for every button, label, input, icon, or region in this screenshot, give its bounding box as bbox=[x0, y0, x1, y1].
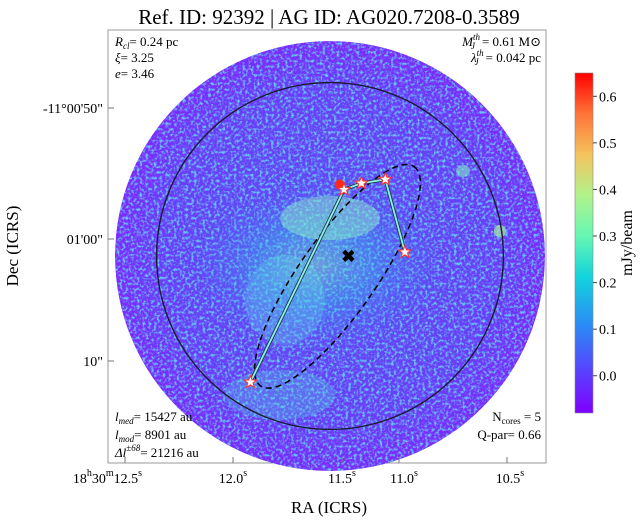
core-marker bbox=[377, 171, 393, 186]
annotation-bottom-left: lmed= 15427 au lmod= 8901 au Δl±68= 2121… bbox=[114, 409, 199, 460]
core-marker bbox=[397, 244, 413, 259]
analysis-circle bbox=[155, 81, 505, 431]
y-tick-marks bbox=[108, 107, 114, 362]
emission-map bbox=[115, 41, 545, 471]
annotation-lambda: λth J = 0.042 pc bbox=[470, 48, 541, 67]
centroid-marker: ✖ bbox=[341, 247, 355, 266]
x-tick-label: 18h30m12.5s bbox=[73, 468, 142, 487]
y-axis-label: Dec (ICRS) bbox=[3, 206, 22, 287]
x-tick-label: 11.5s bbox=[328, 468, 356, 487]
y-tick-label: 01'00" bbox=[67, 233, 103, 248]
colorbar-gradient bbox=[574, 72, 594, 414]
colorbar-ticks: 0.0 0.1 0.2 0.3 0.4 0.5 0.6 bbox=[593, 90, 617, 385]
colorbar-tick-label: 0.0 bbox=[599, 370, 617, 385]
x-tick-label: 10.5s bbox=[496, 468, 525, 487]
core-markers bbox=[242, 171, 413, 389]
mst-edge bbox=[384, 179, 406, 253]
annotation-bottom-right: Ncores = 5 Q-par= 0.66 bbox=[477, 409, 541, 442]
x-tick-label: 12.0s bbox=[219, 468, 248, 487]
x-axis-label: RA (ICRS) bbox=[291, 498, 367, 517]
annotation-lmed: lmed= 15427 au bbox=[115, 409, 193, 426]
colorbar-tick-label: 0.2 bbox=[599, 277, 617, 292]
mst-edge bbox=[249, 189, 345, 383]
annotation-dl: Δl±68= 21216 au bbox=[114, 443, 199, 460]
colorbar-tick-label: 0.3 bbox=[599, 230, 617, 245]
y-tick-label: -11°00'50" bbox=[43, 102, 103, 117]
annotation-xi: ξ= 3.25 bbox=[115, 50, 154, 65]
colorbar-tick-label: 0.5 bbox=[599, 137, 617, 152]
core-marker bbox=[336, 181, 352, 197]
colorbar-label: mJy/beam bbox=[619, 210, 636, 276]
colorbar-tick-label: 0.1 bbox=[599, 323, 617, 338]
y-tick-label: 10" bbox=[83, 355, 103, 370]
annotation-e: e= 3.46 bbox=[115, 66, 155, 81]
overlay-layer: ✖ bbox=[155, 81, 505, 431]
annotation-top-left: Rcl= 0.24 pc ξ= 3.25 e= 3.46 bbox=[114, 34, 179, 81]
core-marker bbox=[242, 374, 259, 389]
fit-ellipse bbox=[253, 163, 422, 389]
y-tick-labels: -11°00'50" 01'00" 10" bbox=[43, 102, 103, 370]
colorbar: 0.0 0.1 0.2 0.3 0.4 0.5 0.6 mJy/beam bbox=[574, 72, 636, 414]
x-tick-marks bbox=[124, 457, 508, 463]
colorbar-tick-label: 0.6 bbox=[599, 90, 617, 105]
annotation-lmod: lmod= 8901 au bbox=[115, 427, 187, 444]
colorbar-tick-label: 0.4 bbox=[599, 183, 617, 198]
annotation-rcl: Rcl= 0.24 pc bbox=[114, 34, 179, 51]
annotation-top-right: Mth J = 0.61 M⊙ λth J = 0.042 pc bbox=[461, 32, 541, 67]
chart-title: Ref. ID: 92392 | AG ID: AG020.7208-0.358… bbox=[138, 5, 520, 29]
x-tick-label: 11.0s bbox=[390, 468, 418, 487]
core-marker bbox=[353, 175, 370, 190]
annotation-qpar: Q-par= 0.66 bbox=[477, 427, 541, 442]
x-tick-labels: 18h30m12.5s 12.0s 11.5s 11.0s 10.5s bbox=[73, 468, 524, 487]
annotation-mj: Mth J = 0.61 M⊙ bbox=[461, 32, 541, 51]
annotation-ncores: Ncores = 5 bbox=[492, 409, 541, 426]
